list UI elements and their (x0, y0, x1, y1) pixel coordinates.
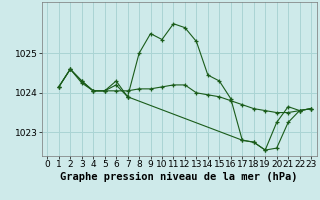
X-axis label: Graphe pression niveau de la mer (hPa): Graphe pression niveau de la mer (hPa) (60, 172, 298, 182)
